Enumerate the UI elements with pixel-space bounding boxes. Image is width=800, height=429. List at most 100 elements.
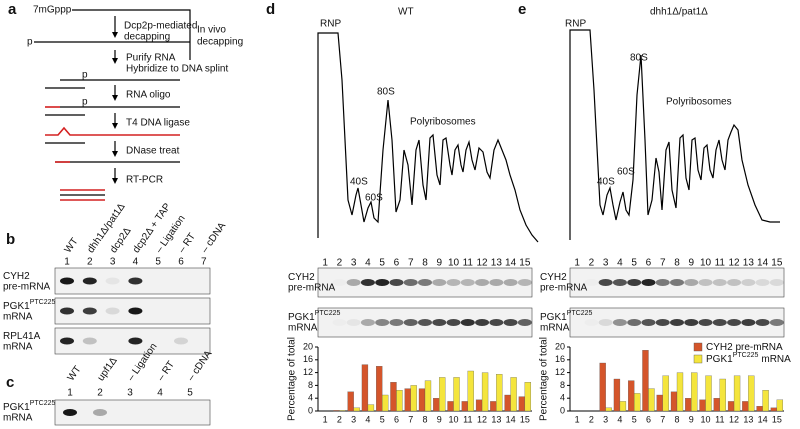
gel-band xyxy=(332,319,346,326)
gel-band xyxy=(475,319,490,326)
bar xyxy=(424,380,432,412)
lane-number: 13 xyxy=(743,258,755,269)
lane-number: 4 xyxy=(133,257,139,268)
row-label: RPL41A xyxy=(3,331,41,342)
lane-header: upf1Δ xyxy=(96,355,120,383)
lane-number: 2 xyxy=(87,257,93,268)
bar xyxy=(510,377,517,412)
lane-number: 6 xyxy=(394,258,400,269)
x-tick-label: 9 xyxy=(437,414,442,424)
label-part: RPL41A xyxy=(3,331,41,342)
bar xyxy=(376,366,383,412)
panel-label: a xyxy=(8,1,17,18)
superscript: PTC225 xyxy=(30,400,56,407)
bar xyxy=(719,378,726,412)
step-label: decapping xyxy=(197,37,243,48)
bar xyxy=(691,372,698,412)
step-label: Dcp2p-mediated xyxy=(124,21,197,32)
x-tick-label: 3 xyxy=(351,414,356,424)
profile-label: RNP xyxy=(565,19,586,30)
lane-number: 11 xyxy=(715,258,726,269)
gel-band xyxy=(105,307,120,315)
gel-band xyxy=(60,307,74,315)
lane-number: 3 xyxy=(110,257,116,268)
panel-label: b xyxy=(6,231,15,248)
x-tick-label: 10 xyxy=(701,414,711,424)
x-tick-label: 8 xyxy=(422,414,427,424)
gel-band xyxy=(655,319,670,326)
lane-header: WT xyxy=(66,364,84,383)
x-tick-label: 6 xyxy=(646,414,651,424)
x-tick-label: 4 xyxy=(365,414,370,424)
gel-band xyxy=(712,279,727,286)
lane-number: 5 xyxy=(379,258,385,269)
x-tick-label: 9 xyxy=(689,414,694,424)
label-part: PGK1 xyxy=(3,301,30,312)
row-label: mRNA xyxy=(3,342,33,353)
bar xyxy=(705,375,712,412)
legend-text: CYH2 pre-mRNA xyxy=(706,342,783,353)
bar xyxy=(676,372,684,412)
legend-label: PGK1PTC225 mRNA xyxy=(706,352,791,365)
lane-number: 8 xyxy=(422,258,428,269)
x-tick-label: 13 xyxy=(491,414,501,424)
bar xyxy=(634,393,641,412)
bar xyxy=(699,399,706,412)
profile-label: 60S xyxy=(365,193,383,204)
gel-band xyxy=(93,409,107,416)
x-tick-label: 10 xyxy=(449,414,459,424)
gel-band xyxy=(346,319,361,326)
label-part: CYH2 xyxy=(288,272,315,283)
gel-band xyxy=(375,279,390,286)
gel-band xyxy=(598,319,613,326)
lane-number: 2 xyxy=(97,388,103,399)
lane-number: 6 xyxy=(646,258,652,269)
x-tick-label: 15 xyxy=(772,414,782,424)
step-label: decapping xyxy=(124,32,170,43)
gel-band xyxy=(63,409,77,416)
y-tick-label: 0 xyxy=(308,405,313,415)
gel-band xyxy=(741,319,756,326)
gel-band xyxy=(489,319,504,326)
lane-number: 14 xyxy=(505,258,517,269)
gel-band xyxy=(403,319,418,326)
bar xyxy=(496,374,503,412)
bar xyxy=(390,382,397,412)
superscript: PTC225 xyxy=(315,310,341,317)
y-tick-label: 16 xyxy=(555,354,565,364)
panel-label: d xyxy=(266,1,275,18)
gel-band xyxy=(627,279,642,286)
row-label: pre-mRNA xyxy=(540,283,588,294)
lane-number: 4 xyxy=(365,258,371,269)
y-tick-label: 4 xyxy=(560,393,565,403)
lane-number: 1 xyxy=(64,257,70,268)
row-label: mRNA xyxy=(3,413,33,424)
x-tick-label: 12 xyxy=(729,414,739,424)
row-label: pre-mRNA xyxy=(3,282,51,293)
x-tick-label: 13 xyxy=(743,414,753,424)
y-tick-label: 8 xyxy=(560,380,565,390)
panel-label: c xyxy=(6,374,14,391)
gel-band xyxy=(684,279,699,286)
y-axis-label: Percentage of total xyxy=(287,337,298,421)
lane-number: 11 xyxy=(463,258,474,269)
lane-number: 9 xyxy=(688,258,694,269)
y-tick-label: 20 xyxy=(303,341,313,351)
lane-number: 3 xyxy=(127,388,133,399)
gel-band xyxy=(82,277,97,285)
gel-band xyxy=(641,319,656,326)
superscript: PTC225 xyxy=(567,310,593,317)
bar xyxy=(396,390,403,412)
lane-number: 7 xyxy=(660,258,666,269)
step-label: T4 DNA ligase xyxy=(126,118,190,129)
x-tick-label: 7 xyxy=(660,414,665,424)
lane-number: 2 xyxy=(589,258,595,269)
profile-label: 80S xyxy=(630,53,648,64)
gel-band xyxy=(727,319,742,326)
row-label: PGK1PTC225 xyxy=(3,400,55,413)
y-axis-label: Percentage of total xyxy=(539,337,550,421)
bar xyxy=(490,401,497,412)
row-label: pre-mRNA xyxy=(288,283,336,294)
gel-band xyxy=(389,279,404,286)
bar xyxy=(762,390,769,412)
